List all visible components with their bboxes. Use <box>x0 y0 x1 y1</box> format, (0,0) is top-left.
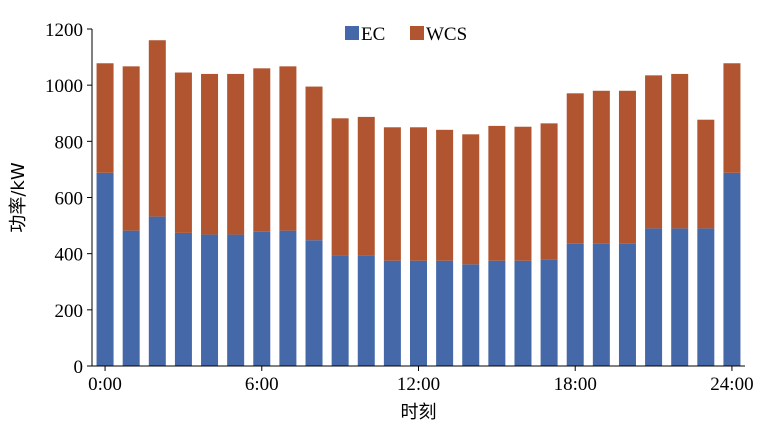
bar-ec-3 <box>174 232 192 366</box>
bar-ec-11 <box>383 260 401 366</box>
x-tick-label: 0:00 <box>88 374 122 395</box>
x-axis-title: 时刻 <box>401 402 437 423</box>
bar-ec-18 <box>566 243 584 366</box>
legend-swatch-wcs <box>410 26 424 40</box>
bar-wcs-12 <box>410 127 427 261</box>
legend-label-wcs: WCS <box>426 24 467 45</box>
bars-group <box>96 40 741 366</box>
y-tick-label: 0 <box>74 357 84 378</box>
y-tick-label: 1000 <box>45 76 83 97</box>
bar-ec-13 <box>436 260 454 366</box>
bar-wcs-17 <box>540 123 558 260</box>
bar-ec-1 <box>122 230 140 366</box>
bar-wcs-16 <box>514 126 532 261</box>
bar-wcs-20 <box>618 90 636 244</box>
bar-wcs-5 <box>227 73 245 235</box>
bar-ec-6 <box>253 231 271 366</box>
x-tick-label: 18:00 <box>554 374 597 395</box>
bar-ec-22 <box>671 228 689 366</box>
bar-wcs-0 <box>96 63 114 173</box>
legend-swatch-ec <box>345 26 359 40</box>
bar-wcs-13 <box>436 129 454 261</box>
bar-wcs-1 <box>122 66 140 231</box>
bar-ec-12 <box>410 260 427 366</box>
y-tick-label: 200 <box>55 301 84 322</box>
bar-wcs-18 <box>566 93 584 244</box>
bar-ec-17 <box>540 259 558 366</box>
bar-wcs-19 <box>592 90 610 244</box>
x-tick-label: 6:00 <box>245 374 279 395</box>
y-tick-label: 400 <box>55 245 84 266</box>
bar-ec-5 <box>227 234 245 366</box>
bar-wcs-9 <box>331 118 349 256</box>
bar-ec-0 <box>96 172 114 366</box>
x-tick-label: 24:00 <box>710 374 753 395</box>
y-tick-label: 1200 <box>45 20 83 41</box>
bar-ec-4 <box>201 234 219 366</box>
bar-ec-2 <box>148 216 166 366</box>
bar-wcs-4 <box>201 73 219 235</box>
bar-wcs-6 <box>253 68 271 232</box>
bar-wcs-24 <box>723 63 741 173</box>
bar-wcs-23 <box>697 119 715 229</box>
bar-ec-16 <box>514 260 532 366</box>
bar-ec-23 <box>697 228 715 366</box>
y-axis-title: 功率/kW <box>8 162 29 232</box>
x-tick-label: 12:00 <box>397 374 440 395</box>
bar-ec-14 <box>462 264 480 366</box>
legend: EC WCS <box>345 24 467 45</box>
bar-ec-10 <box>357 255 375 366</box>
bar-ec-24 <box>723 172 741 366</box>
y-ticks-group: 0 200 400 600 800 1000 1200 <box>45 20 92 378</box>
y-tick-label: 800 <box>55 132 84 153</box>
bar-wcs-15 <box>488 125 506 261</box>
bar-wcs-3 <box>174 72 192 233</box>
bar-wcs-11 <box>383 127 401 261</box>
y-tick-label: 600 <box>55 189 84 210</box>
bar-ec-21 <box>645 228 663 366</box>
bar-ec-19 <box>592 243 610 366</box>
bar-ec-20 <box>618 243 636 366</box>
x-ticks-group: 0:00 6:00 12:00 18:00 24:00 <box>88 366 754 395</box>
bar-wcs-8 <box>305 86 323 241</box>
bar-wcs-22 <box>671 73 689 229</box>
bar-wcs-21 <box>645 75 663 229</box>
bar-ec-9 <box>331 255 349 366</box>
bar-wcs-7 <box>279 66 297 231</box>
legend-label-ec: EC <box>361 24 385 45</box>
bar-ec-8 <box>305 240 323 366</box>
bar-wcs-2 <box>148 40 166 217</box>
bar-ec-15 <box>488 260 506 366</box>
bar-wcs-10 <box>357 116 375 256</box>
bar-ec-7 <box>279 230 297 366</box>
bar-wcs-14 <box>462 134 480 265</box>
